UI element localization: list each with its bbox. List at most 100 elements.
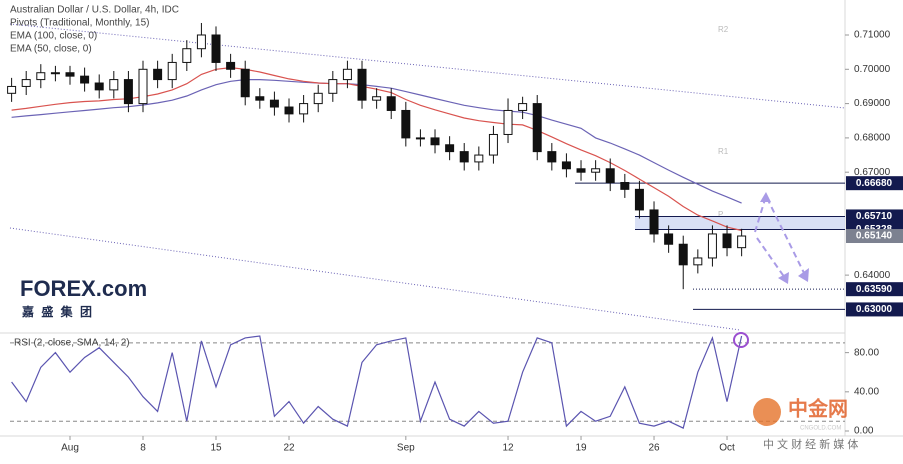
rsi-y-tick-label: 0.00 xyxy=(854,426,874,437)
rsi-y-tick-label: 40.00 xyxy=(854,386,879,397)
candle-body xyxy=(226,61,236,70)
pivot-label: R2 xyxy=(718,25,729,34)
candle-body xyxy=(313,92,323,105)
level-badge xyxy=(846,176,903,191)
candle-body xyxy=(532,103,542,153)
candle-body xyxy=(7,85,17,94)
candle-body xyxy=(211,34,221,63)
arrow-head xyxy=(798,268,809,282)
candle-body xyxy=(459,151,469,163)
candle-body xyxy=(196,34,206,50)
arrow-head xyxy=(760,192,771,202)
x-tick-label: 8 xyxy=(140,443,146,454)
candle-body xyxy=(357,68,367,101)
candle-body xyxy=(415,137,425,140)
candle-body xyxy=(138,68,148,105)
price-plot: R2 R1 P 0.71000 0.70000 0.69000 0.68000 0.67000… xyxy=(7,22,903,454)
candle-body xyxy=(50,72,60,75)
candle-body xyxy=(328,79,338,94)
candle-body xyxy=(240,68,250,98)
site-tagline: 中 文 财 经 新 媒 体 xyxy=(763,437,858,451)
site-domain: CNGOLD.COM xyxy=(800,426,841,432)
candle-body xyxy=(299,103,309,115)
level-badge xyxy=(846,302,903,317)
level-label: 0.63000 xyxy=(856,304,893,315)
y-tick-label: 0.70000 xyxy=(854,64,891,75)
x-tick-label: Sep xyxy=(397,443,415,454)
y-tick-label: 0.64000 xyxy=(854,270,891,281)
candle-body xyxy=(284,106,294,115)
level-zone xyxy=(635,216,845,230)
y-tick-label: 0.68000 xyxy=(854,133,891,144)
candle-body xyxy=(693,257,703,266)
rsi-line xyxy=(11,335,743,429)
candle-body xyxy=(255,96,265,101)
level-badge xyxy=(846,229,903,244)
candle-body xyxy=(94,82,104,91)
site-logo xyxy=(753,398,781,426)
candle-body xyxy=(561,161,571,170)
brand-logo: FOREX.com xyxy=(20,276,147,301)
channel-line xyxy=(9,23,846,109)
candle-body xyxy=(123,79,133,105)
candle-body xyxy=(153,68,163,81)
candle-body xyxy=(605,168,615,183)
candle-body xyxy=(518,103,528,111)
candle-body xyxy=(65,72,75,77)
level-label: 0.65140 xyxy=(856,231,893,242)
candle-body xyxy=(547,151,557,163)
candle-body xyxy=(269,99,279,108)
candle-body xyxy=(503,109,513,135)
y-tick-label: 0.69000 xyxy=(854,98,891,109)
x-tick-label: Oct xyxy=(719,443,735,454)
candle-body xyxy=(722,233,732,249)
candle-body xyxy=(372,96,382,101)
candle-body xyxy=(649,209,659,235)
rsi-title: RSI (2, close, SMA, 14, 2) xyxy=(14,338,130,349)
y-tick-label: 0.67000 xyxy=(854,167,891,178)
candle-body xyxy=(576,168,586,173)
candle-body xyxy=(342,68,352,81)
candle-body xyxy=(591,168,601,173)
candle-body xyxy=(21,79,31,87)
projection-arrow xyxy=(756,237,786,279)
rsi-highlight xyxy=(733,332,749,348)
candle-body xyxy=(430,137,440,146)
level-label: 0.65710 xyxy=(856,211,893,222)
candle-body xyxy=(36,72,46,81)
legend-entry: EMA (100, close, 0) xyxy=(10,31,97,42)
level-label: 0.63590 xyxy=(856,284,893,295)
candle-body xyxy=(678,243,688,266)
x-tick-label: 19 xyxy=(575,443,587,454)
candle-body xyxy=(386,96,396,111)
level-badge xyxy=(846,209,903,224)
x-tick-label: 26 xyxy=(648,443,660,454)
candle-body xyxy=(167,61,177,81)
projection-arrow xyxy=(754,193,806,276)
x-tick-label: 22 xyxy=(283,443,295,454)
legend-pivots: Pivots (Traditional, Monthly, 15) xyxy=(10,18,150,29)
candle-body xyxy=(664,233,674,245)
site-name: 中金网 xyxy=(788,396,848,420)
candle-body xyxy=(620,181,630,190)
pivot-label: P xyxy=(718,210,723,219)
candle-body xyxy=(80,75,90,84)
candle-body xyxy=(634,188,644,211)
candle-body xyxy=(445,144,455,153)
candle-body xyxy=(182,48,192,63)
candle-body xyxy=(707,233,717,259)
legend-entry: EMA (50, close, 0) xyxy=(10,44,92,55)
level-label: 0.66680 xyxy=(856,178,893,189)
rsi-y-tick-label: 80.00 xyxy=(854,347,879,358)
ema-line xyxy=(11,79,742,204)
x-tick-label: 15 xyxy=(210,443,222,454)
candle-body xyxy=(488,133,498,156)
x-tick-label: 12 xyxy=(502,443,514,454)
x-tick-label: Aug xyxy=(61,443,79,454)
y-tick-label: 0.71000 xyxy=(854,30,891,41)
candle-body xyxy=(401,109,411,139)
brand-cn: 嘉 盛 集 团 xyxy=(21,304,94,319)
level-badge xyxy=(846,282,903,297)
